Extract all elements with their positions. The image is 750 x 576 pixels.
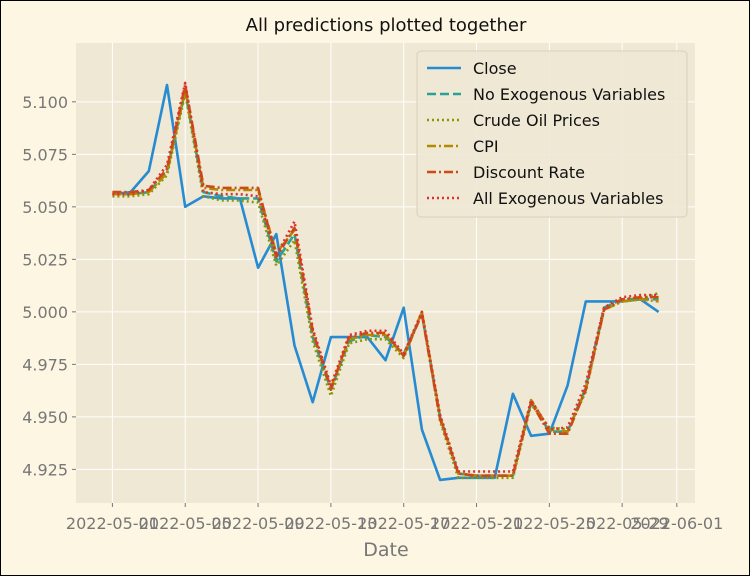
y-tick-label: 5.050 [22, 198, 68, 217]
y-axis-ticks: 4.925 4.950 4.975 5.000 5.025 5.050 5.075 5.100 [22, 93, 76, 479]
legend-label: CPI [473, 137, 499, 156]
chart-title: All predictions plotted together [246, 15, 527, 36]
y-tick-label: 4.950 [22, 408, 68, 427]
series-line-cpi [112, 87, 659, 478]
legend: Close No Exogenous Variables Crude Oil Pri… [416, 50, 688, 218]
series-line-all-exogenous-variables [112, 81, 659, 473]
legend-label: All Exogenous Variables [473, 189, 663, 208]
grid [76, 43, 695, 503]
series-line-discount-rate [112, 83, 659, 478]
legend-label: Crude Oil Prices [473, 111, 600, 130]
y-tick-label: 4.925 [22, 460, 68, 479]
legend-label: No Exogenous Variables [473, 85, 665, 104]
legend-label: Discount Rate [473, 163, 585, 182]
x-tick-label: 2022-05-17 [357, 514, 450, 533]
y-tick-label: 5.075 [22, 145, 68, 164]
legend-label: Close [473, 59, 517, 78]
x-tick-label: 2022-05-01 [66, 514, 159, 533]
x-axis-ticks: 2022-05-012022-05-052022-05-092022-05-13… [66, 503, 723, 533]
series-layer [112, 81, 660, 482]
x-tick-label: 2022-05-25 [503, 514, 596, 533]
x-tick-label: 2022-05-05 [139, 514, 232, 533]
x-tick-label: 2022-05-21 [430, 514, 523, 533]
series-line-crude-oil-prices [112, 92, 660, 480]
legend-box [416, 50, 688, 218]
x-tick-label: 2022-05-13 [284, 514, 377, 533]
x-tick-label: 2022-05-09 [212, 514, 305, 533]
y-tick-label: 4.975 [22, 355, 68, 374]
y-tick-label: 5.000 [22, 303, 68, 322]
x-tick-label: 2022-06-01 [630, 514, 723, 533]
y-tick-label: 5.100 [22, 93, 68, 112]
x-axis-label: Date [363, 539, 408, 561]
y-tick-label: 5.025 [22, 250, 68, 269]
x-tick-label: 2022-05-29 [576, 514, 669, 533]
